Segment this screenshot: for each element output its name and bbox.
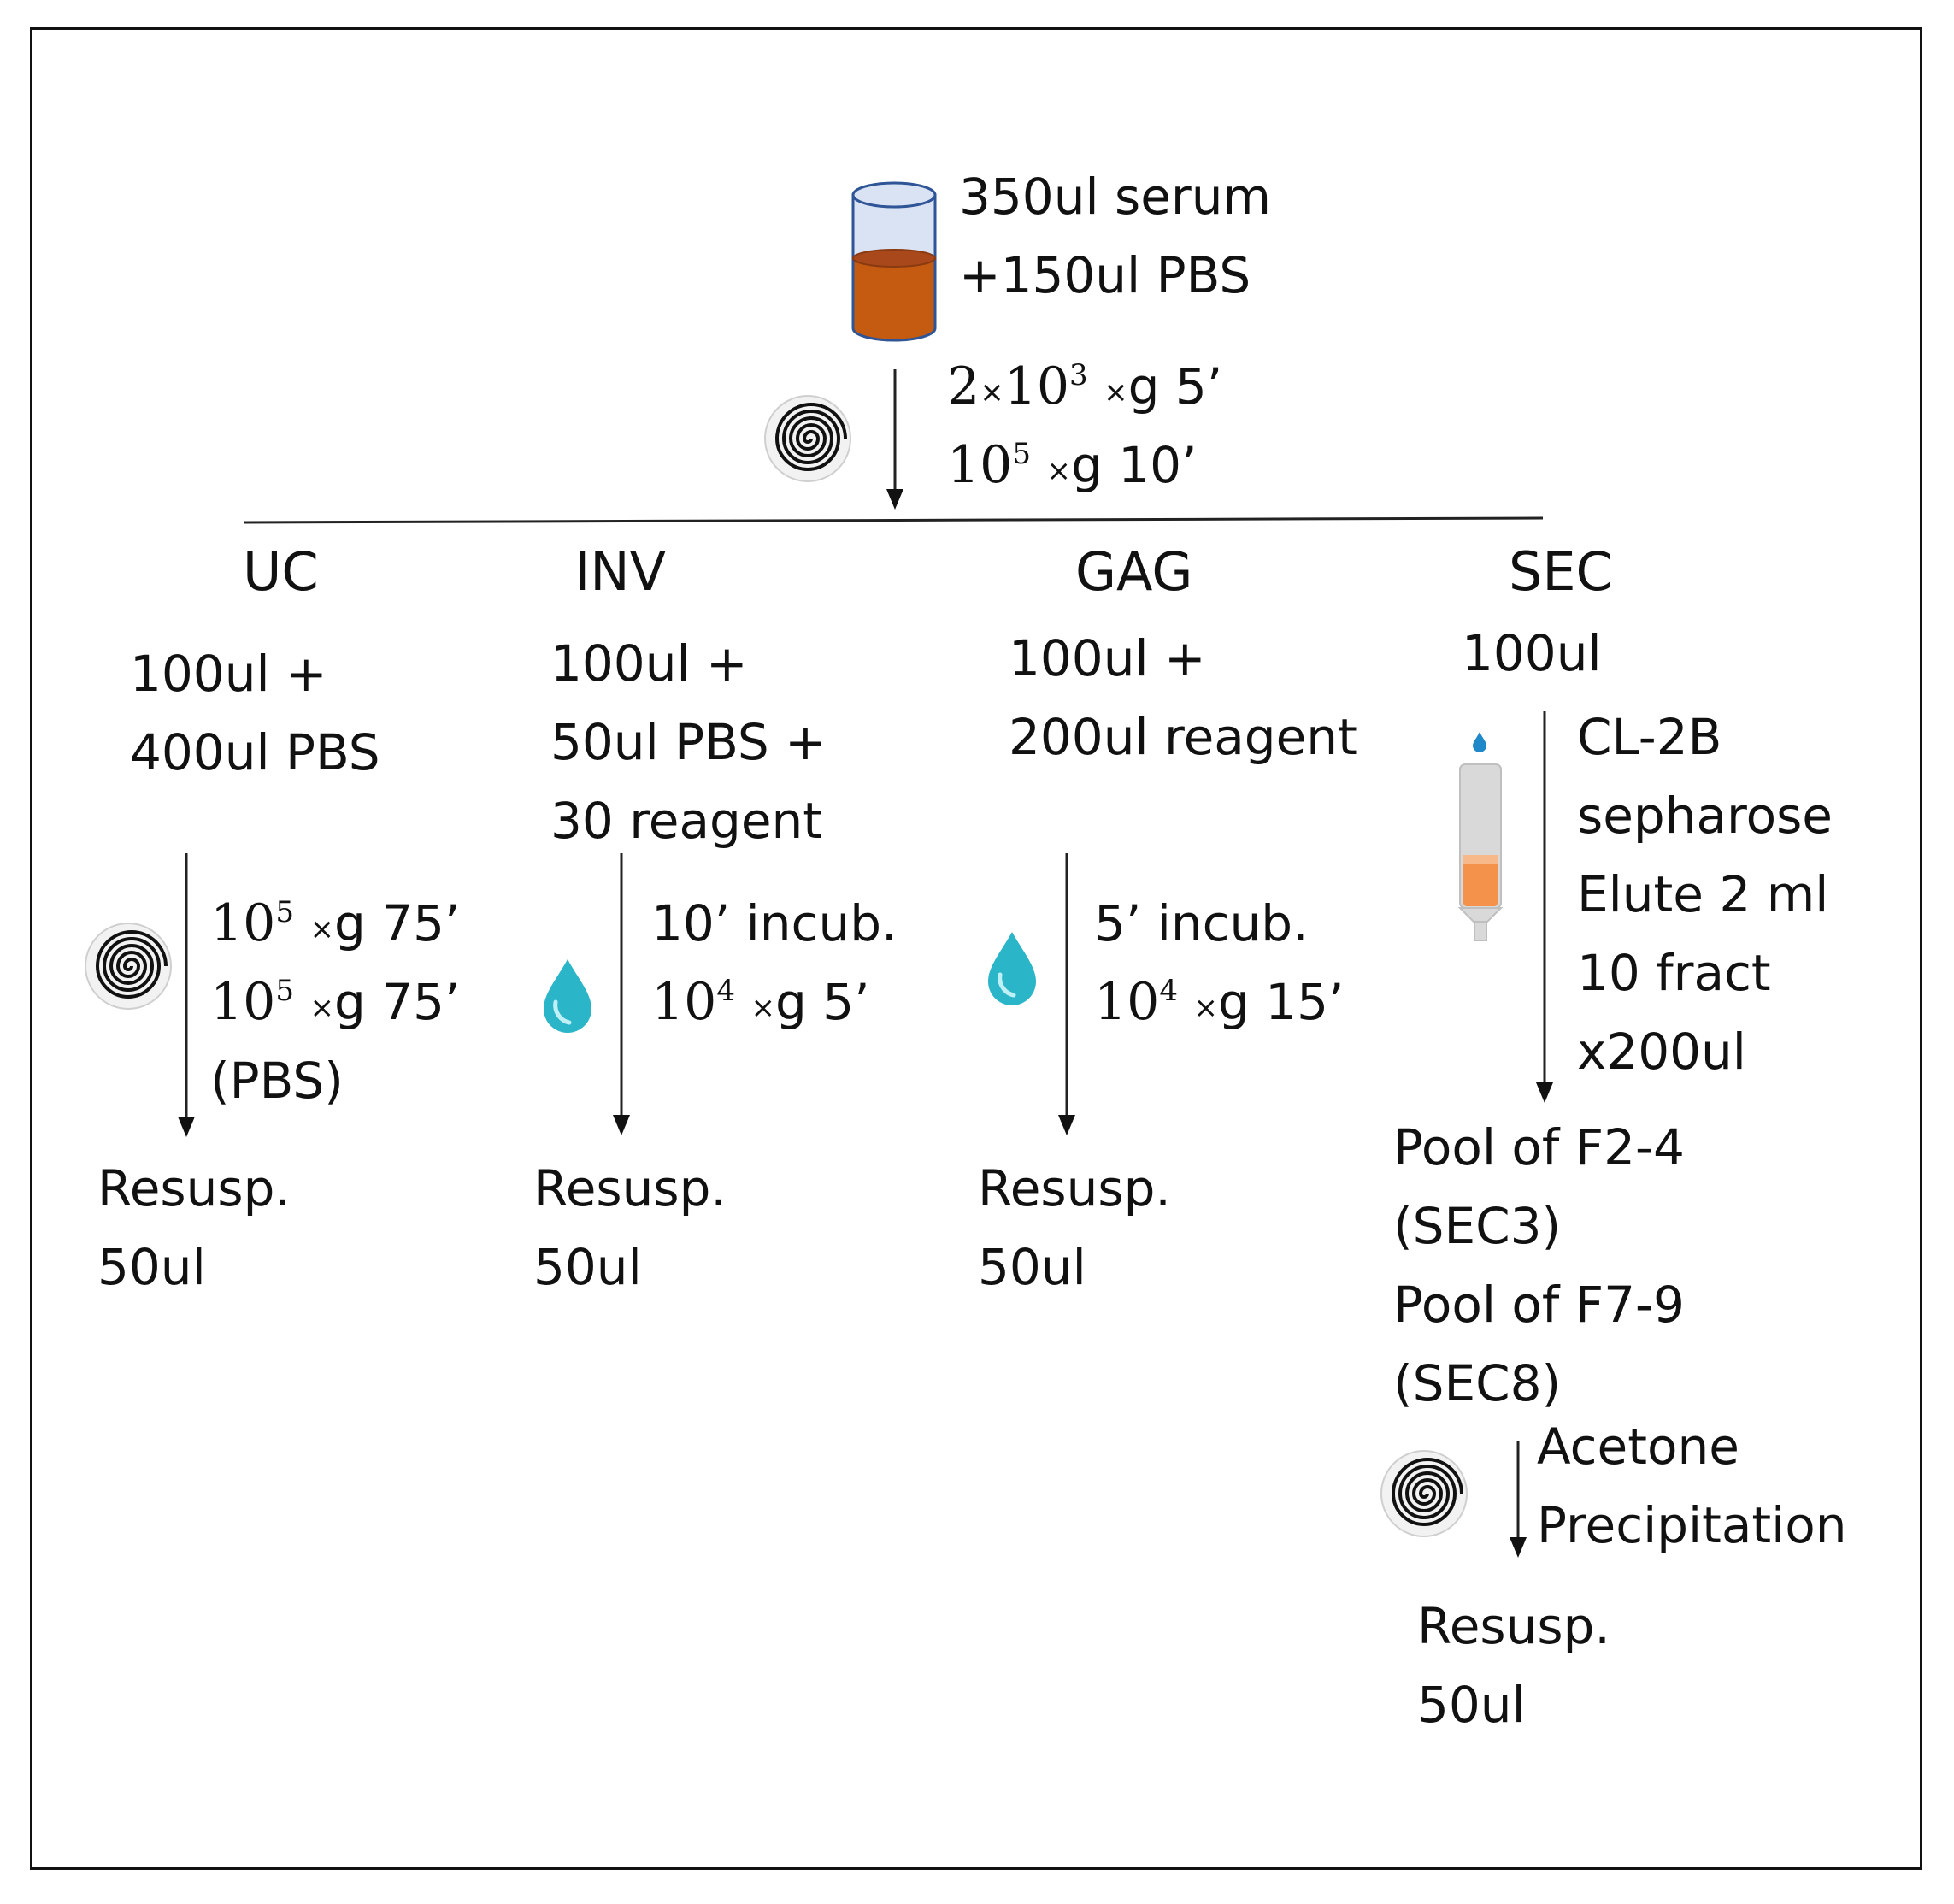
tube-icon <box>851 181 937 342</box>
gag-result-line-2: 50ul <box>978 1238 1086 1296</box>
inv-result-line-1: Resusp. <box>533 1159 727 1217</box>
uc-arrow <box>178 853 195 1137</box>
inv-sample-line-2: 50ul PBS + <box>550 713 827 771</box>
sec-pool-line-2: (SEC3) <box>1393 1197 1562 1255</box>
droplet-icon <box>988 932 1036 1005</box>
sec-column-line-3: Elute 2 ml <box>1577 865 1829 923</box>
method-header-uc: UC <box>243 540 319 603</box>
sec-column-line-5: x200ul <box>1577 1023 1746 1081</box>
sec-column-line-4: 10 fract <box>1577 944 1771 1002</box>
method-header-inv: INV <box>574 540 667 603</box>
inv-arrow <box>613 853 630 1135</box>
sec-precip-line-2: Precipitation <box>1537 1496 1847 1554</box>
inv-sample-line-3: 30 reagent <box>550 792 823 850</box>
sec-arrow <box>1536 711 1553 1103</box>
uc-sample-line-2: 400ul PBS <box>130 723 380 781</box>
centrifuge-spiral-icon <box>85 923 172 1010</box>
start-line-1: 350ul serum <box>959 168 1272 226</box>
sec-pool-line-4: (SEC8) <box>1393 1354 1562 1412</box>
uc-step-1: 105 ×g 75’ <box>210 893 461 953</box>
sec-sample-line-1: 100ul <box>1462 624 1602 682</box>
split-line <box>243 516 1544 524</box>
uc-sample-line-1: 100ul + <box>130 645 327 703</box>
gag-incub: 5’ incub. <box>1094 894 1309 952</box>
uc-step-2: 105 ×g 75’ <box>210 972 461 1032</box>
droplet-icon <box>544 959 591 1033</box>
sec-precip-line-1: Acetone <box>1537 1418 1739 1476</box>
uc-step-note: (PBS) <box>210 1052 344 1110</box>
inv-result-line-2: 50ul <box>533 1238 642 1296</box>
gag-sample-line-1: 100ul + <box>1009 629 1206 687</box>
sec-column-line-2: sepharose <box>1577 787 1833 845</box>
uc-result-line-1: Resusp. <box>97 1159 291 1217</box>
uc-result-line-2: 50ul <box>97 1238 206 1296</box>
centrifuge-spiral-icon <box>1380 1450 1468 1537</box>
column-icon <box>1457 732 1504 941</box>
gag-arrow <box>1058 853 1075 1135</box>
main-arrow <box>886 369 903 510</box>
sec-column-line-1: CL-2B <box>1577 708 1722 766</box>
method-header-sec: SEC <box>1509 540 1613 603</box>
start-line-2: +150ul PBS <box>959 246 1251 304</box>
sec-pool-line-1: Pool of F2-4 <box>1393 1118 1685 1176</box>
diagram-frame <box>30 27 1922 1870</box>
gag-result-line-1: Resusp. <box>978 1159 1171 1217</box>
gag-sample-line-2: 200ul reagent <box>1009 708 1357 766</box>
inv-sample-line-1: 100ul + <box>550 634 748 693</box>
sec-result-line-1: Resusp. <box>1417 1597 1610 1655</box>
inv-incub: 10’ incub. <box>651 894 898 952</box>
centrifuge-spiral-icon <box>764 395 851 482</box>
sec-result-line-2: 50ul <box>1417 1676 1526 1734</box>
gag-step-1: 104 ×g 15’ <box>1094 972 1345 1032</box>
initial-spin-line-2: 105 ×g 10’ <box>947 435 1198 495</box>
initial-spin-line-1: 2×103 ×g 5’ <box>947 357 1223 416</box>
sec-pool-line-3: Pool of F7-9 <box>1393 1276 1685 1334</box>
acetone-arrow <box>1510 1441 1527 1558</box>
method-header-gag: GAG <box>1075 540 1193 603</box>
inv-step-1: 104 ×g 5’ <box>651 972 870 1032</box>
